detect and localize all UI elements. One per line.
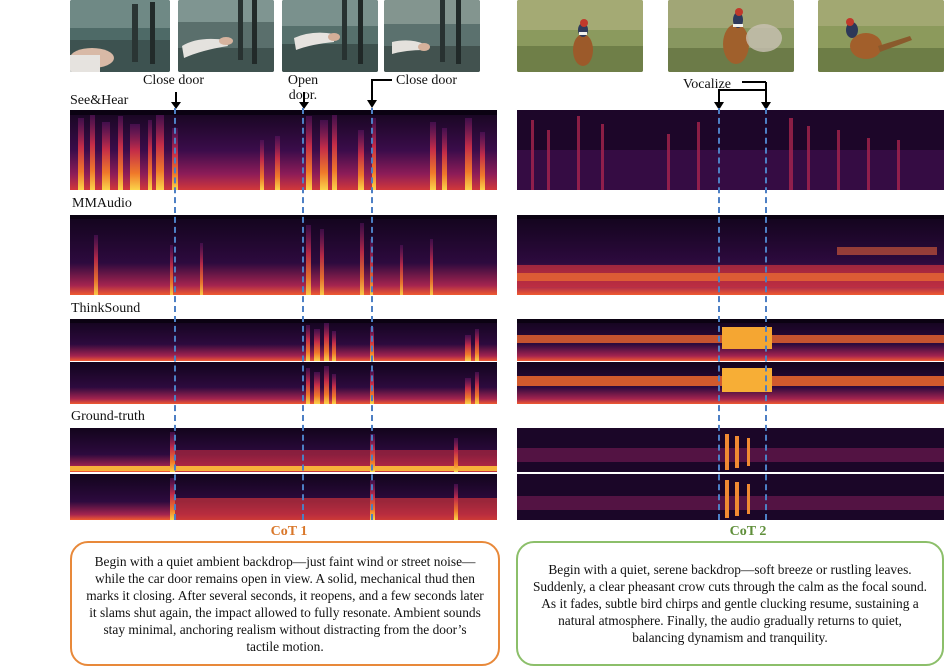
marker-vocalize-end	[765, 108, 767, 520]
down-arrow-open-door	[299, 92, 309, 109]
spectrogram-ground-truth-right-top	[517, 428, 944, 472]
cot1-text-box: Begin with a quiet ambient backdrop—just…	[70, 541, 500, 666]
cot1-text: Begin with a quiet ambient backdrop—just…	[86, 553, 484, 654]
pheasant-frame-2	[668, 0, 794, 72]
pheasant-frame-1	[517, 0, 643, 72]
spectrogram-thinksound-left-bottom	[70, 362, 497, 404]
car-door-frame-3	[282, 0, 378, 72]
spectrogram-mmaudio-left	[70, 215, 497, 295]
spectrogram-thinksound-left-top	[70, 319, 497, 361]
row-label-see-hear: See&Hear	[70, 93, 129, 108]
pheasant-frame-3	[818, 0, 944, 72]
marker-vocalize-start	[718, 108, 720, 520]
event-label-open-door: Open door.	[287, 73, 319, 103]
car-door-frame-2	[178, 0, 274, 72]
event-label-close-door-2: Close door	[396, 73, 458, 88]
cot2-title: CoT 2	[729, 524, 767, 539]
marker-close-door-1	[174, 108, 176, 520]
marker-open-door	[302, 108, 304, 520]
cot2-text: Begin with a quiet, serene backdrop—soft…	[532, 562, 928, 645]
spectrogram-see-hear-right	[517, 110, 944, 190]
spectrogram-see-hear-left	[70, 110, 497, 190]
spectrogram-ground-truth-left-bottom	[70, 474, 497, 520]
cot2-text-box: Begin with a quiet, serene backdrop—soft…	[516, 541, 944, 666]
row-label-thinksound: ThinkSound	[71, 301, 141, 316]
spectrogram-mmaudio-right	[517, 215, 944, 295]
spectrogram-thinksound-right-bottom	[517, 362, 944, 404]
marker-close-door-2	[371, 108, 373, 520]
spectrogram-ground-truth-right-bottom	[517, 474, 944, 520]
cot1-title: CoT 1	[270, 524, 308, 539]
spectrogram-ground-truth-left-top	[70, 428, 497, 472]
spectrogram-thinksound-right-top	[517, 319, 944, 361]
row-label-mmaudio: MMAudio	[72, 196, 132, 211]
car-door-frame-4	[384, 0, 480, 72]
row-label-ground-truth: Ground-truth	[71, 409, 145, 424]
car-door-frame-1	[70, 0, 170, 72]
event-label-vocalize: Vocalize	[683, 77, 731, 92]
event-label-close-door-1: Close door	[143, 73, 205, 88]
bracket-arrow-vocalize	[714, 81, 771, 110]
down-arrow-close-door-1	[171, 92, 181, 109]
bent-arrow-close-door-2	[367, 79, 392, 108]
